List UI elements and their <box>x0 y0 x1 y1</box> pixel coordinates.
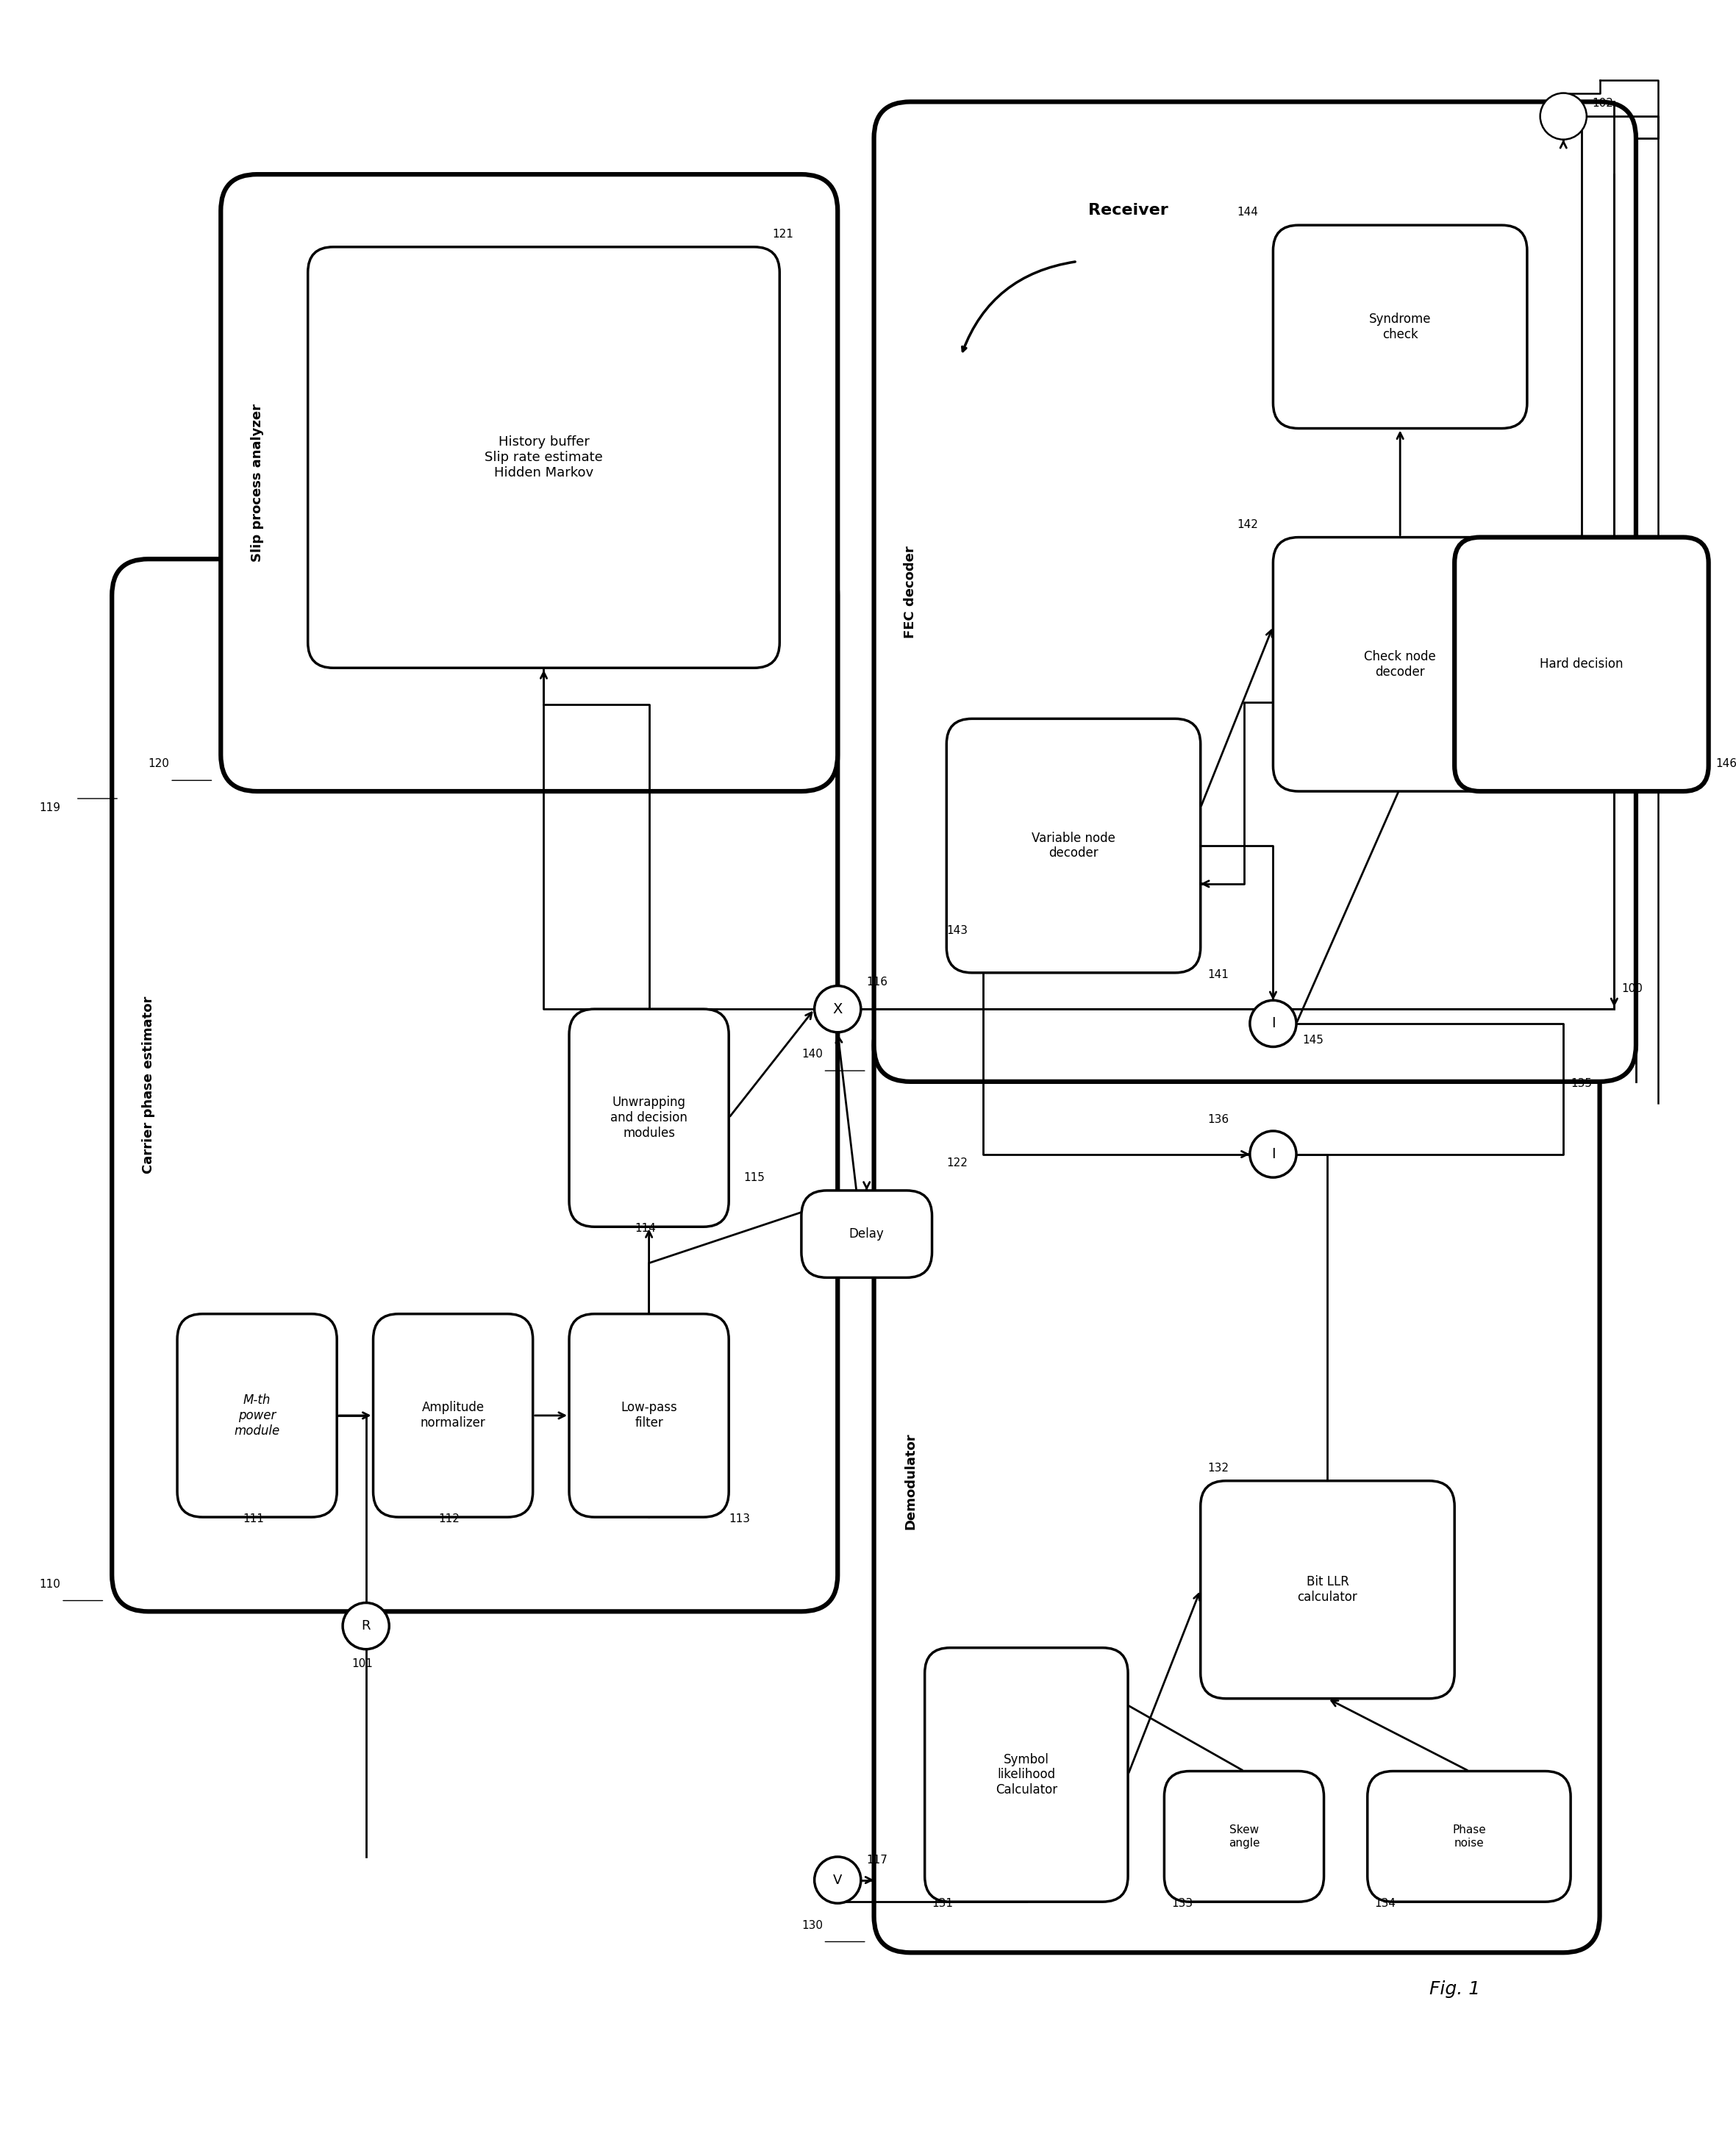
FancyBboxPatch shape <box>569 1315 729 1516</box>
Text: Variable node
decoder: Variable node decoder <box>1031 831 1116 859</box>
Text: 122: 122 <box>946 1158 967 1169</box>
Text: Slip process analyzer: Slip process analyzer <box>250 404 264 563</box>
FancyBboxPatch shape <box>873 101 1635 1083</box>
Text: 143: 143 <box>946 926 969 937</box>
FancyBboxPatch shape <box>569 1010 729 1227</box>
Text: Skew
angle: Skew angle <box>1229 1824 1260 1849</box>
Text: FEC decoder: FEC decoder <box>904 546 917 638</box>
Text: 110: 110 <box>40 1579 61 1590</box>
Text: 102: 102 <box>1592 99 1614 110</box>
Text: Demodulator: Demodulator <box>904 1433 917 1529</box>
Circle shape <box>1250 1132 1297 1177</box>
Text: 146: 146 <box>1715 758 1736 769</box>
Text: Low-pass
filter: Low-pass filter <box>621 1400 677 1431</box>
Text: V: V <box>833 1873 842 1886</box>
Text: Delay: Delay <box>849 1227 884 1242</box>
Text: 111: 111 <box>243 1514 264 1525</box>
Text: 121: 121 <box>773 228 793 241</box>
Text: 100: 100 <box>1621 984 1642 995</box>
Text: Fig. 1: Fig. 1 <box>1429 1980 1481 1998</box>
Text: 117: 117 <box>866 1854 887 1864</box>
Text: 114: 114 <box>634 1222 656 1235</box>
Text: 101: 101 <box>351 1658 373 1669</box>
FancyBboxPatch shape <box>373 1315 533 1516</box>
FancyBboxPatch shape <box>1455 537 1708 790</box>
Text: 130: 130 <box>802 1920 823 1931</box>
Text: Amplitude
normalizer: Amplitude normalizer <box>420 1400 486 1431</box>
Text: 136: 136 <box>1208 1115 1229 1126</box>
FancyBboxPatch shape <box>1165 1772 1325 1901</box>
Text: 141: 141 <box>1208 969 1229 979</box>
Circle shape <box>814 1856 861 1903</box>
Text: 134: 134 <box>1375 1899 1396 1910</box>
Text: Hard decision: Hard decision <box>1540 657 1623 670</box>
FancyBboxPatch shape <box>111 558 838 1611</box>
Text: 144: 144 <box>1236 206 1259 217</box>
Text: M-th
power
module: M-th power module <box>234 1394 279 1437</box>
Text: Carrier phase estimator: Carrier phase estimator <box>142 997 155 1175</box>
Text: Check node
decoder: Check node decoder <box>1364 651 1436 679</box>
Text: 119: 119 <box>40 801 61 814</box>
Text: Unwrapping
and decision
modules: Unwrapping and decision modules <box>611 1095 687 1141</box>
Text: 131: 131 <box>932 1899 953 1910</box>
Text: 113: 113 <box>729 1514 750 1525</box>
Text: 133: 133 <box>1172 1899 1193 1910</box>
Text: 145: 145 <box>1302 1035 1323 1046</box>
Circle shape <box>1540 92 1587 140</box>
Text: Symbol
likelihood
Calculator: Symbol likelihood Calculator <box>995 1753 1057 1796</box>
FancyBboxPatch shape <box>873 1010 1599 1953</box>
Circle shape <box>342 1602 389 1650</box>
Text: 115: 115 <box>743 1173 764 1184</box>
Text: I: I <box>1271 1147 1276 1162</box>
Text: Phase
noise: Phase noise <box>1453 1824 1486 1849</box>
FancyBboxPatch shape <box>1272 537 1528 790</box>
Text: 142: 142 <box>1236 520 1259 531</box>
Text: 120: 120 <box>148 758 170 769</box>
Text: 132: 132 <box>1208 1463 1229 1474</box>
Circle shape <box>814 986 861 1033</box>
FancyBboxPatch shape <box>1368 1772 1571 1901</box>
FancyBboxPatch shape <box>1272 226 1528 427</box>
Text: 140: 140 <box>802 1048 823 1059</box>
Text: 135: 135 <box>1571 1078 1592 1089</box>
FancyBboxPatch shape <box>177 1315 337 1516</box>
Text: I: I <box>1271 1016 1276 1031</box>
Text: Receiver: Receiver <box>1088 204 1168 217</box>
Text: 116: 116 <box>866 975 889 988</box>
FancyBboxPatch shape <box>220 174 838 790</box>
Text: Syndrome
check: Syndrome check <box>1370 311 1430 342</box>
FancyBboxPatch shape <box>946 720 1201 973</box>
Text: History buffer
Slip rate estimate
Hidden Markov: History buffer Slip rate estimate Hidden… <box>484 436 602 479</box>
Text: R: R <box>361 1620 370 1632</box>
FancyBboxPatch shape <box>307 247 779 668</box>
FancyBboxPatch shape <box>802 1190 932 1278</box>
FancyBboxPatch shape <box>1201 1480 1455 1699</box>
FancyBboxPatch shape <box>925 1648 1128 1901</box>
Circle shape <box>1250 1001 1297 1046</box>
Text: 112: 112 <box>439 1514 460 1525</box>
Text: Bit LLR
calculator: Bit LLR calculator <box>1297 1574 1358 1605</box>
Text: X: X <box>833 1003 842 1016</box>
